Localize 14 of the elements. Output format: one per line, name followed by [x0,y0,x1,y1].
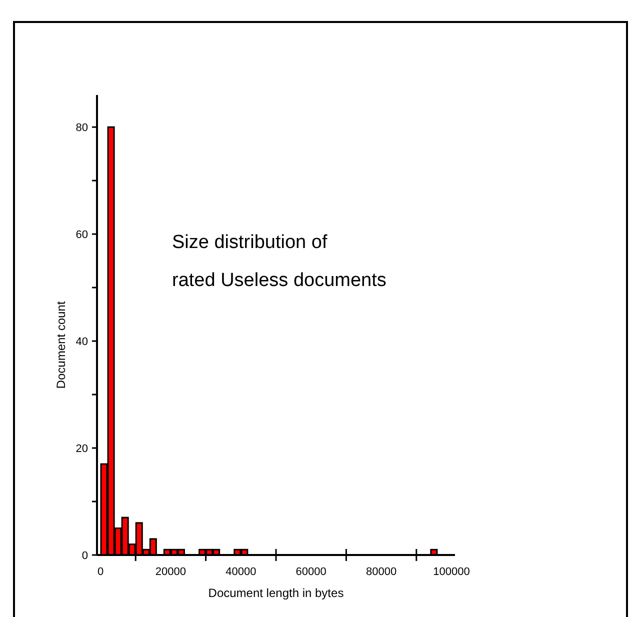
x-tick-label: 80000 [366,566,397,578]
x-axis-title: Document length in bytes [208,586,344,600]
y-axis-title: Document count [54,300,68,389]
x-tick-label: 0 [97,566,104,578]
x-tick-label: 40000 [226,566,256,578]
y-tick-label: 60 [76,229,88,242]
y-tick-label: 0 [82,550,88,562]
annotation: Size distribution of rated Useless documents [172,232,386,291]
y-tick-label: 80 [76,122,88,134]
y-tick-label: 20 [76,443,88,456]
x-tick-label: 100000 [433,566,470,578]
y-tick-label: 40 [76,336,88,348]
x-tick-label: 20000 [155,566,186,578]
x-tick-label: 60000 [296,566,326,578]
